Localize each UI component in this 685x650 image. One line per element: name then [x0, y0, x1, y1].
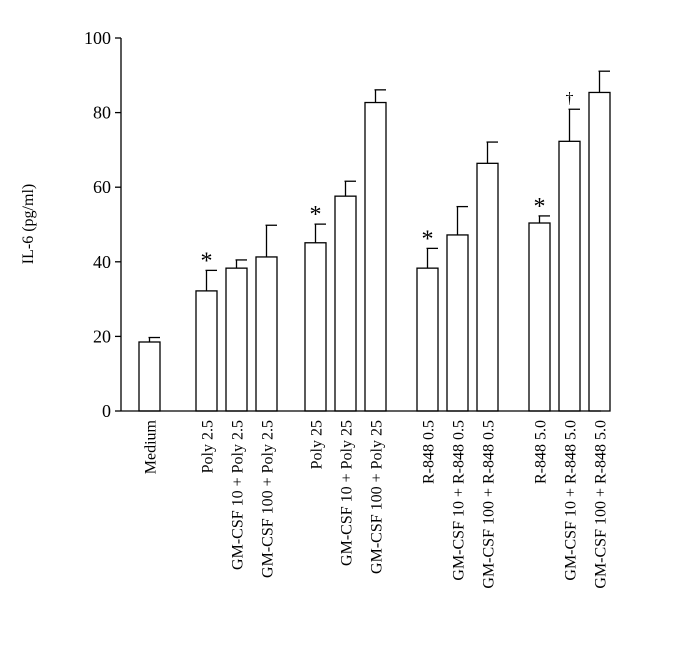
bar	[225, 267, 248, 412]
bar	[138, 341, 161, 412]
bar	[304, 242, 327, 412]
bar	[255, 256, 278, 412]
error-bars-layer	[148, 70, 610, 342]
bar	[588, 91, 611, 412]
significance-marker: †	[566, 90, 574, 107]
x-tick-label: GM-CSF 100 + Poly 25	[369, 420, 386, 574]
x-tick-label: GM-CSF 10 + R-848 5.0	[563, 420, 580, 581]
y-axis-label: IL-6 (pg/ml)	[20, 184, 37, 264]
bar	[558, 140, 581, 412]
significance-marker: *	[310, 202, 322, 228]
y-tick-label: 0	[102, 401, 111, 421]
y-tick-label: 80	[93, 103, 111, 123]
axes-layer	[120, 38, 601, 412]
x-tick-labels-layer: Medium Poly 2.5 GM-CSF 10 + Poly 2.5 GM-CSF…	[143, 419, 610, 588]
y-tick-label: 20	[93, 326, 111, 346]
bar	[446, 234, 469, 412]
y-tick-label: 100	[84, 28, 111, 48]
significance-marker: *	[534, 194, 546, 220]
bar	[195, 290, 218, 412]
x-tick-label: Poly 2.5	[200, 420, 217, 473]
bar	[528, 222, 551, 412]
x-tick-label: Medium	[143, 419, 160, 474]
x-tick-label: GM-CSF 100 + R-848 0.5	[481, 420, 498, 589]
significance-markers-layer: * * * * †	[201, 90, 574, 274]
bar	[364, 101, 387, 412]
y-ticks-layer: 0 20 40 60 80 100	[84, 28, 121, 421]
x-tick-label: Poly 25	[309, 420, 326, 469]
x-tick-label: GM-CSF 100 + R-848 5.0	[593, 420, 610, 589]
x-tick-label: GM-CSF 10 + Poly 25	[339, 420, 356, 566]
x-tick-label: R-848 0.5	[421, 420, 438, 484]
bar	[416, 267, 439, 412]
significance-marker: *	[201, 248, 213, 274]
bar	[334, 195, 357, 412]
x-tick-label: R-848 5.0	[533, 420, 550, 484]
x-tick-label: GM-CSF 100 + Poly 2.5	[260, 420, 277, 578]
y-tick-label: 40	[93, 252, 111, 272]
x-tick-label: GM-CSF 10 + R-848 0.5	[451, 420, 468, 581]
bar	[476, 162, 499, 412]
y-tick-label: 60	[93, 177, 111, 197]
significance-marker: *	[422, 226, 434, 252]
x-tick-label: GM-CSF 10 + Poly 2.5	[230, 420, 247, 570]
